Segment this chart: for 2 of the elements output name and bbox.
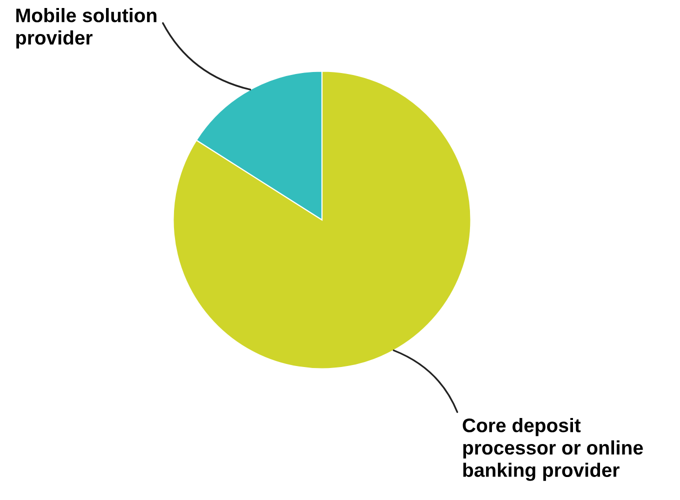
slice-label: Core deposit processor or online banking provider: [462, 418, 643, 481]
slice-label: Mobile solution provider: [16, 8, 156, 48]
